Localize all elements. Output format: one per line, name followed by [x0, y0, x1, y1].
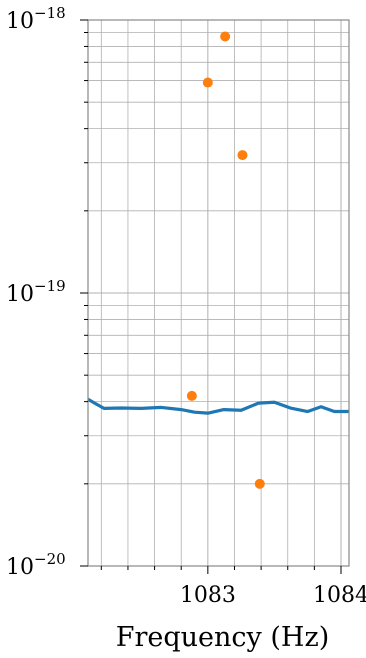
y-tick-label: 10−20 [6, 550, 66, 580]
scatter-point [203, 78, 213, 88]
tick-labels: 1083 1084 10−20 10−19 10−18 [6, 4, 366, 608]
scatter-point [187, 391, 197, 401]
y-tick-label: 10−19 [6, 277, 66, 307]
x-tick-label: 1083 [180, 583, 236, 608]
scatter-point [255, 479, 265, 489]
scatter-point [220, 32, 230, 42]
tick-marks [80, 20, 341, 574]
x-axis-title: Frequency (Hz) [116, 622, 329, 653]
data-layer [88, 32, 349, 489]
x-tick-label: 1084 [313, 583, 366, 608]
scatter-point [237, 150, 247, 160]
grid-lines [88, 20, 349, 566]
y-tick-label: 10−18 [6, 4, 66, 34]
